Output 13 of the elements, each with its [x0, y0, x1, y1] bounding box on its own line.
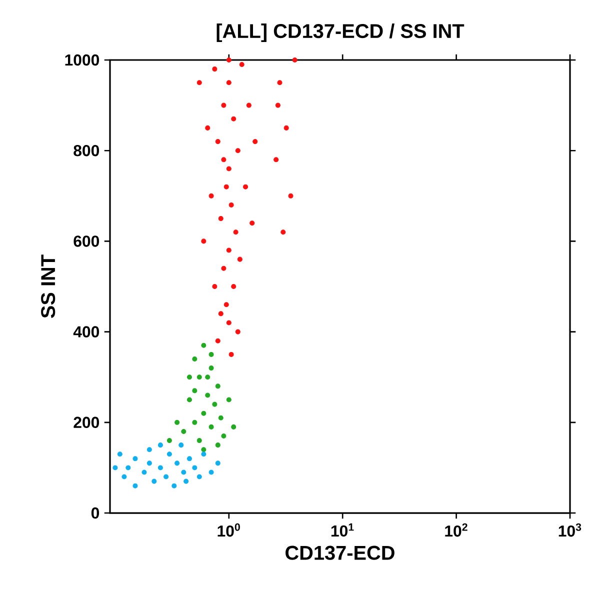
x-tick-label: 10$^{0}$	[218, 523, 240, 537]
y-tick-label: 0	[91, 507, 100, 519]
x-tick-label: 10$^{2}$	[445, 523, 468, 537]
y-tick-label: 1000	[65, 54, 100, 66]
y-tick-label: 400	[73, 326, 100, 338]
y-tick-label: 200	[74, 416, 100, 428]
y-tick-label: 600	[74, 236, 100, 247]
chart-title: [ALL] CD137-ECD / SS INT	[216, 24, 464, 42]
y-axis-title: SS INT	[41, 254, 56, 318]
y-tick-label: 800	[74, 144, 100, 156]
x-tick-label: 10$^{1}$	[331, 523, 354, 537]
x-tick-label: 10$^{3}$	[558, 523, 582, 537]
x-axis-title: CD137-ECD	[286, 546, 394, 560]
